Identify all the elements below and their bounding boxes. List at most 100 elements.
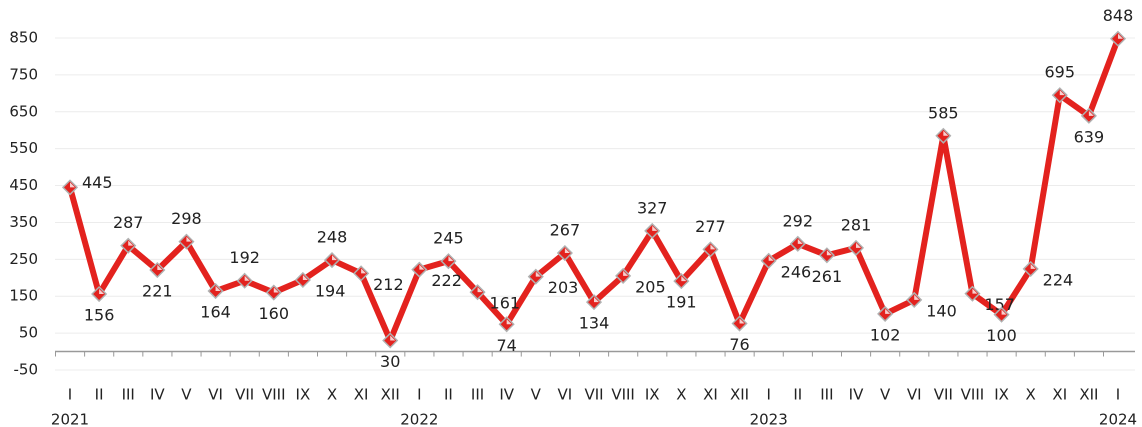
data-label: 164	[200, 303, 231, 322]
data-label: 246	[781, 262, 812, 281]
data-label: 102	[870, 325, 901, 344]
data-label: 287	[113, 213, 144, 232]
data-label: 140	[926, 301, 957, 320]
marker	[964, 285, 981, 302]
x-tick-label: VI	[907, 386, 922, 404]
data-label: 205	[635, 277, 666, 296]
x-tick-label: VIII	[961, 386, 985, 404]
year-label: 2022	[400, 411, 438, 427]
x-tick-label: X	[327, 386, 337, 404]
marker-highlight	[332, 255, 337, 261]
x-tick-label: VIII	[262, 386, 286, 404]
marker	[673, 273, 690, 290]
data-label: 192	[229, 248, 260, 267]
marker	[818, 247, 835, 264]
marker-highlight	[623, 270, 629, 276]
x-tick-label: I	[417, 386, 421, 404]
marker	[1109, 30, 1127, 47]
y-tick-label: 650	[9, 102, 38, 120]
marker-highlight	[390, 335, 396, 341]
data-label: 161	[490, 294, 521, 313]
marker	[91, 285, 108, 303]
year-label: 2024	[1099, 411, 1137, 427]
marker	[236, 272, 253, 289]
y-tick-label: 150	[9, 287, 38, 305]
marker	[760, 252, 777, 269]
data-label: 327	[637, 198, 668, 217]
marker	[993, 306, 1010, 323]
marker	[382, 332, 399, 349]
marker-highlight	[244, 275, 250, 281]
y-tick-label: 250	[9, 250, 38, 268]
x-tick-label: VII	[235, 386, 254, 404]
marker	[353, 265, 370, 282]
marker	[877, 305, 894, 322]
x-tick-label: IX	[645, 386, 660, 404]
x-tick-label: IX	[994, 386, 1009, 404]
marker-highlight	[419, 264, 425, 270]
x-tick-label: VI	[208, 386, 223, 404]
x-tick-label: VI	[558, 386, 573, 404]
marker	[702, 241, 719, 258]
data-label: 248	[317, 228, 348, 247]
y-tick-label: 750	[9, 65, 38, 83]
marker-highlight	[477, 287, 483, 293]
data-label: 203	[548, 278, 579, 297]
marker-highlight	[564, 248, 570, 254]
marker-highlight	[914, 294, 920, 300]
x-tick-label: I	[68, 386, 72, 404]
year-label: 2021	[51, 411, 89, 427]
y-tick-label: 550	[9, 139, 38, 157]
marker-highlight	[1118, 33, 1123, 39]
x-tick-label: XI	[354, 386, 369, 404]
marker	[149, 261, 166, 279]
data-label: 445	[82, 173, 113, 192]
x-tick-label: X	[676, 386, 686, 404]
data-label: 224	[1043, 270, 1074, 289]
x-tick-label: VIII	[611, 386, 635, 404]
x-tick-label: IV	[849, 386, 864, 404]
x-tick-label: I	[1116, 386, 1120, 404]
marker-highlight	[186, 236, 192, 242]
marker	[906, 291, 923, 308]
marker	[847, 239, 865, 256]
marker-highlight	[1030, 263, 1036, 269]
data-label: 261	[812, 267, 843, 286]
marker-highlight	[739, 318, 745, 324]
data-label: 848	[1103, 6, 1134, 25]
marker-highlight	[594, 297, 599, 303]
marker-highlight	[797, 238, 803, 244]
y-tick-label: 350	[9, 213, 38, 231]
marker	[411, 261, 428, 278]
marker-highlight	[448, 256, 454, 262]
marker-highlight	[1001, 309, 1007, 315]
data-label: 585	[928, 103, 959, 122]
marker	[644, 222, 661, 239]
marker-highlight	[1088, 110, 1094, 116]
marker-highlight	[652, 225, 658, 231]
data-label: 157	[984, 295, 1015, 314]
data-label: 267	[550, 221, 581, 240]
marker	[1080, 107, 1097, 124]
data-label: 221	[142, 282, 173, 301]
x-tick-label: XI	[1052, 386, 1067, 404]
marker-highlight	[1059, 90, 1065, 96]
x-tick-label: VII	[934, 386, 953, 404]
x-tick-label: IV	[499, 386, 514, 404]
x-tick-label: V	[181, 386, 192, 404]
marker-highlight	[128, 240, 134, 246]
x-tick-label: XII	[730, 386, 749, 404]
x-tick-label: III	[471, 386, 484, 404]
marker-highlight	[885, 308, 891, 314]
marker-highlight	[506, 319, 512, 325]
x-tick-label: V	[880, 386, 891, 404]
marker-highlight	[943, 130, 949, 136]
marker-highlight	[856, 242, 861, 248]
marker-highlight	[681, 276, 687, 282]
y-tick-label: 850	[9, 29, 38, 47]
data-label: 160	[259, 304, 290, 323]
x-tick-label: IV	[150, 386, 165, 404]
marker	[440, 253, 457, 270]
x-tick-label: I	[766, 386, 770, 404]
